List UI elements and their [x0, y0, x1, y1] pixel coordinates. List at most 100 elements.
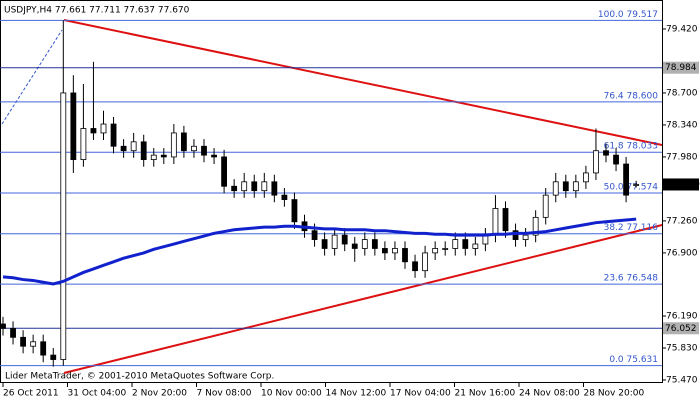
candle-body	[633, 184, 640, 186]
price-label: 76.052	[665, 324, 697, 334]
candle-body	[311, 230, 318, 240]
x-tick-label: 28 Nov 20:00	[584, 389, 645, 399]
candle-body	[532, 216, 539, 236]
y-tick-label: 75.830	[666, 343, 698, 353]
candle-body	[603, 150, 609, 156]
candle-body	[231, 185, 238, 192]
candle-body	[221, 156, 228, 187]
candle-body	[180, 132, 187, 152]
candle-body	[381, 248, 388, 254]
fib-label: 50.0 77.574	[604, 183, 659, 193]
candle-body	[70, 92, 77, 160]
candle-body	[211, 154, 217, 158]
x-tick-label: 31 Oct 04:00	[68, 389, 127, 399]
fib-label: 23.6 76.548	[604, 274, 659, 284]
fib-label: 76.4 78.600	[604, 91, 659, 101]
x-tick-label: 26 Oct 2011	[3, 389, 59, 399]
candle-body	[442, 248, 449, 250]
candle-body	[492, 208, 499, 236]
candle-body	[522, 234, 529, 240]
candle-body	[623, 163, 629, 196]
candle-body	[160, 154, 167, 158]
candle-body	[251, 181, 258, 192]
price-label-box	[663, 61, 699, 74]
candle-body	[100, 123, 107, 134]
y-tick-label: 77.260	[666, 216, 698, 226]
candle-body	[241, 181, 248, 192]
candle-body	[613, 154, 619, 165]
y-tick-label: 76.900	[666, 248, 698, 258]
candle-body	[593, 150, 599, 174]
plot-frame	[0, 0, 663, 383]
candle-body	[20, 336, 27, 347]
candle-body	[361, 239, 368, 249]
x-tick-label: 2 Nov 20:00	[132, 389, 187, 399]
candle-body	[422, 252, 429, 272]
candle-body	[512, 230, 519, 240]
candle-body	[261, 181, 268, 192]
candle-body	[552, 181, 559, 196]
candle-body	[10, 328, 16, 338]
price-label: 77.670	[665, 180, 700, 190]
candle-body	[30, 341, 37, 347]
candle-body	[562, 181, 569, 192]
candle-body	[201, 145, 207, 156]
y-tick-label: 75.470	[666, 375, 698, 385]
candle-body	[412, 261, 418, 272]
candle-body	[0, 323, 6, 329]
candle-body	[341, 234, 348, 245]
y-tick-label: 78.340	[666, 120, 698, 130]
x-tick-label: 17 Nov 04:00	[390, 389, 451, 399]
candle-body	[542, 194, 549, 218]
y-tick-label: 76.190	[666, 311, 698, 321]
candle-body	[321, 239, 328, 249]
price-label-box	[663, 322, 699, 335]
candle-body	[140, 141, 147, 160]
candle-body	[271, 181, 278, 196]
candle-body	[80, 128, 87, 160]
candle-body	[331, 234, 338, 249]
footer: Lider MetaTrader, © 2001-2010 MetaQuotes…	[5, 372, 274, 382]
x-tick-label: 21 Nov 16:00	[455, 389, 516, 399]
candle-body	[572, 181, 579, 192]
candle-body	[130, 141, 137, 152]
y-tick-label: 79.420	[666, 24, 698, 34]
y-tick-label: 78.700	[666, 88, 698, 98]
candle-body	[120, 145, 127, 152]
x-tick-label: 14 Nov 12:00	[326, 389, 387, 399]
candle-body	[291, 199, 298, 223]
trend-line	[1, 29, 63, 125]
candle-body	[150, 154, 157, 160]
candle-body	[60, 92, 67, 360]
candle-body	[371, 239, 378, 249]
candle-body	[191, 145, 197, 152]
fib-label: 61.8 78.033	[604, 142, 658, 152]
candle-body	[110, 123, 117, 147]
x-tick-label: 7 Nov 08:00	[197, 389, 252, 399]
candle-body	[432, 248, 439, 254]
moving-average	[2, 217, 637, 286]
trend-line	[63, 19, 663, 146]
y-tick-label: 77.980	[666, 152, 698, 162]
candle-body	[452, 239, 459, 249]
price-label: 78.984	[665, 63, 697, 73]
candle-body	[392, 248, 398, 254]
x-tick-label: 10 Nov 00:00	[261, 389, 322, 399]
candle-body	[462, 239, 469, 249]
fib-label: 0.0 75.631	[609, 355, 658, 365]
x-tick-label: 24 Nov 08:00	[519, 389, 580, 399]
candle-body	[40, 341, 47, 356]
candle-body	[50, 354, 57, 360]
candle-body	[90, 128, 97, 134]
candle-body	[402, 248, 408, 263]
chart-title: USDJPY,H4 77.661 77.711 77.637 77.670	[4, 6, 190, 16]
fib-label: 38.2 77.116	[604, 223, 659, 233]
price-label-box	[663, 178, 699, 191]
trend-line	[63, 224, 663, 374]
candle-body	[583, 172, 589, 183]
candle-body	[351, 243, 358, 249]
candle-body	[472, 243, 479, 249]
fib-label: 100.0 79.517	[598, 10, 658, 20]
